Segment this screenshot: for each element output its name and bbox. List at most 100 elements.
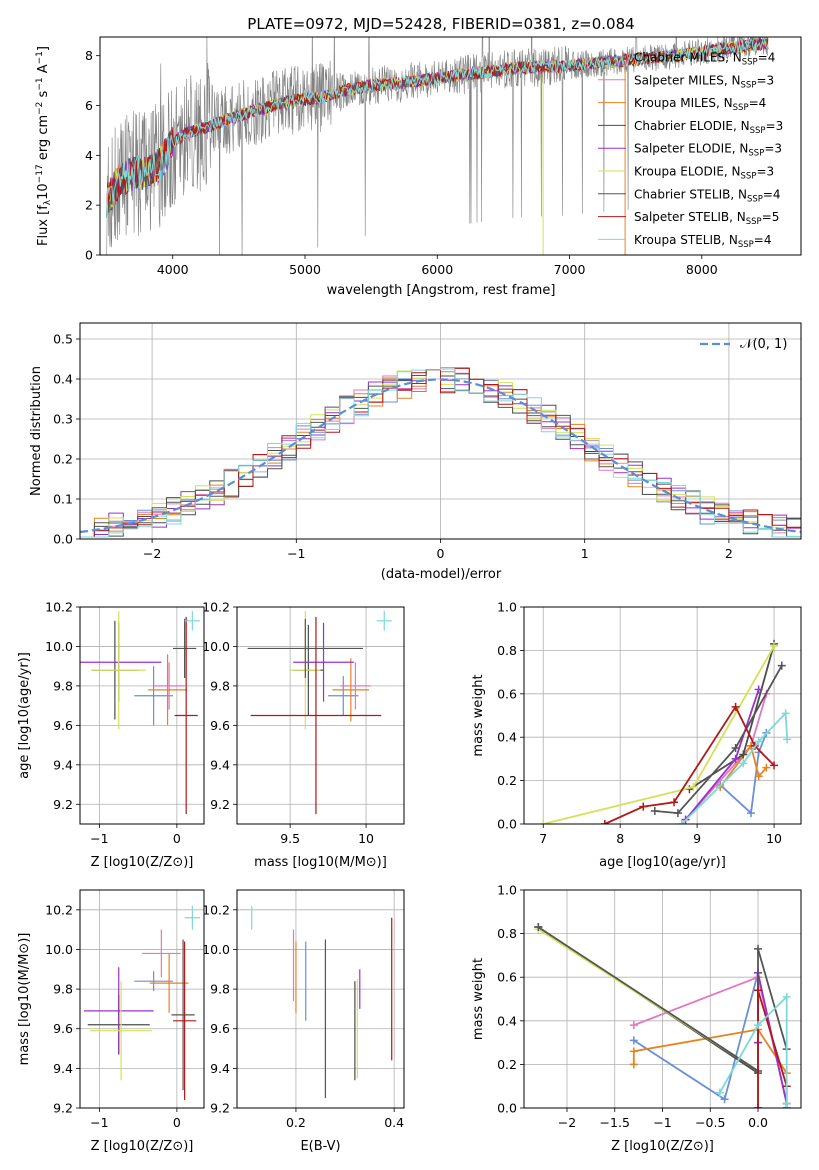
y-tick-label: 10.0 [45, 942, 73, 957]
axes-frame [236, 606, 405, 825]
weight-marker [650, 806, 659, 815]
x-tick-label: 7000 [554, 262, 586, 277]
y-tick-label: 10.2 [45, 902, 73, 917]
x-tick-label: 5000 [289, 262, 321, 277]
weight-marker [754, 737, 763, 746]
x-tick-label: 0 [173, 1115, 181, 1130]
x-tick-label: −1 [287, 546, 305, 561]
y-tick-label: 4 [85, 148, 93, 163]
y-tick-label: 0 [85, 248, 93, 263]
x-tick-label: −1 [653, 1115, 671, 1130]
y-axis-label: Flux [fλ10−17 erg cm−2 s−1 A−1] [35, 46, 53, 246]
weight-marker [534, 923, 543, 932]
plot-area [237, 890, 404, 1108]
y-tick-label: 10.0 [202, 942, 230, 957]
weight-marker [754, 986, 763, 995]
axes-frame [79, 606, 205, 825]
axes-spectrum: 4000 5000 6000 7000 8000 0 2 4 6 8 wavelength [Ang… [35, 36, 802, 298]
weight-marker [689, 783, 698, 792]
clipped-age_vs_Z [80, 610, 201, 815]
y-tick-label: 10.2 [202, 600, 230, 615]
y-tick-label: 9.8 [210, 982, 230, 997]
y-tick-label: 0.0 [53, 532, 73, 547]
legend-label: Chabrier ELODIE, NSSP=3 [634, 119, 783, 136]
clipped-spectrum [106, 37, 769, 255]
weight-marker [770, 642, 779, 651]
y-tick-label: 9.2 [210, 1101, 230, 1116]
clipped-weight_vs_Z [534, 923, 791, 1108]
weight-marker [539, 820, 548, 824]
weight-line [604, 704, 775, 824]
plot-area [80, 890, 204, 1108]
weight-marker [629, 1047, 638, 1056]
y-tick-label: 1.0 [497, 600, 517, 615]
y-axis-label: age [log10(age/yr)] [17, 652, 32, 779]
x-tick-label: 0 [173, 831, 181, 846]
weight-marker [673, 809, 682, 818]
weight-marker [739, 750, 748, 759]
y-tick-label: 10.0 [45, 639, 73, 654]
x-tick-label: 10 [766, 831, 782, 846]
y-tick-label: 9.6 [53, 718, 73, 733]
y-tick-label: 10.0 [202, 639, 230, 654]
x-tick-label: 0.4 [384, 1115, 404, 1130]
y-tick-label: 9.4 [53, 757, 73, 772]
weight-marker [754, 1021, 763, 1030]
x-tick-label: −2 [558, 1115, 576, 1130]
weight-marker [720, 1095, 729, 1104]
weight-marker [762, 763, 771, 772]
x-tick-label: −2 [143, 546, 161, 561]
weight-marker [731, 744, 740, 753]
y-tick-label: 0.4 [497, 730, 517, 745]
x-axis-label: Z [log10(Z/Z⊙)] [91, 855, 194, 870]
legend-label: 𝒩(0, 1) [740, 337, 787, 352]
legend-label: Chabrier MILES, NSSP=4 [634, 51, 775, 68]
weight-marker [754, 944, 763, 953]
y-tick-label: 9.2 [53, 797, 73, 812]
x-axis-label: wavelength [Angstrom, rest frame] [327, 283, 556, 298]
weight-line [654, 665, 783, 815]
y-tick-label: 0.8 [497, 643, 517, 658]
y-tick-label: 0.2 [53, 452, 73, 467]
x-axis-label: E(B-V) [300, 1139, 340, 1154]
legend-label: Salpeter ELODIE, NSSP=3 [634, 142, 782, 159]
y-tick-label: 0.8 [497, 926, 517, 941]
x-tick-label: −1 [90, 1115, 108, 1130]
x-axis-label: Z [log10(Z/Z⊙)] [91, 1139, 194, 1154]
legend-label: Kroupa STELIB, NSSP=4 [634, 233, 772, 250]
y-axis-label: mass [log10(M/M⊙)] [17, 933, 32, 1066]
x-tick-label: 10 [358, 831, 374, 846]
y-tick-label: 0.1 [53, 492, 73, 507]
clipped-mass_vs_EBV [251, 905, 393, 1099]
axes-mass_vs_Z: −1 0 9.2 9.4 9.6 9.8 10.0 10.2 Z [log10(Z/Z⊙)] ma… [17, 889, 205, 1154]
weight-marker [639, 802, 648, 811]
spectrum-model-kroupa-stelib [106, 38, 769, 218]
y-axis-label: mass weight [471, 674, 486, 756]
weight-marker [600, 820, 609, 824]
axes-frame [523, 889, 802, 1109]
spectrum-data-line [106, 37, 768, 255]
weight-marker [754, 685, 763, 694]
weight-marker [629, 1060, 638, 1069]
axes-age_vs_Z: −1 0 9.2 9.4 9.6 9.8 10.0 10.2 Z [log10(Z/Z⊙)] ag… [17, 600, 205, 870]
axes-frame [523, 606, 802, 825]
y-tick-label: 0.5 [53, 332, 73, 347]
y-tick-label: 9.6 [210, 718, 230, 733]
y-tick-label: 1.0 [497, 883, 517, 898]
axes-weight_vs_Z: −2 −1.5 −1 −0.5 0.0 0.0 0.2 0.4 0.6 0.8 1.0 Z [log1… [471, 883, 802, 1154]
y-tick-label: 9.6 [210, 1021, 230, 1036]
y-tick-label: 9.6 [53, 1021, 73, 1036]
clipped-residuals [80, 367, 801, 538]
axes-frame [236, 889, 405, 1109]
weight-line [719, 732, 768, 815]
x-tick-label: −1.5 [600, 1115, 630, 1130]
weight-marker [629, 1021, 638, 1030]
weight-line [632, 1028, 788, 1074]
clipped-mass_vs_Z [83, 905, 201, 1101]
weight-marker [783, 735, 792, 744]
clipped-age_vs_mass [247, 610, 392, 815]
x-axis-label: age [log10(age/yr)] [599, 855, 726, 870]
weight-line [719, 743, 768, 788]
x-tick-label: 7 [539, 831, 547, 846]
